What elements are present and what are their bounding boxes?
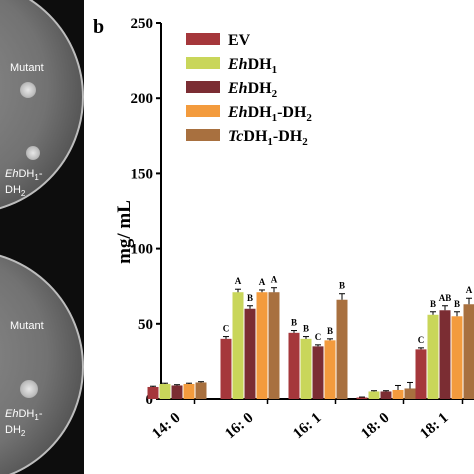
colony-mutant-top bbox=[20, 82, 36, 98]
bar-EhDH2-4 bbox=[439, 310, 451, 399]
bar-EhDH1-4 bbox=[427, 314, 439, 399]
bar-EV-4 bbox=[415, 349, 427, 399]
y-tick-label: 200 bbox=[131, 91, 154, 107]
legend-label-EhDH2: EhDH2 bbox=[227, 80, 278, 100]
label-strain-top: EhDH1- DH2 bbox=[5, 168, 43, 199]
colony-strain-top bbox=[26, 146, 40, 160]
bars: CBCABBABCABABBABA bbox=[147, 275, 474, 399]
panel-letter: b bbox=[93, 16, 104, 38]
bar-EhDH1-DH2-1 bbox=[256, 292, 268, 399]
label-mutant-bottom: Mutant bbox=[10, 320, 44, 332]
significance-label: B bbox=[339, 281, 345, 291]
y-tick-label: 100 bbox=[131, 242, 154, 258]
significance-label: B bbox=[247, 293, 253, 303]
bar-EhDH1-DH2-3 bbox=[392, 389, 404, 399]
x-tick-label: 16: 0 bbox=[222, 410, 256, 442]
x-tick-label: 14: 0 bbox=[149, 410, 183, 442]
bar-TcDH1-DH2-4 bbox=[463, 304, 474, 399]
legend-swatch-TcDH1-DH2 bbox=[186, 129, 220, 141]
legend-swatch-EV bbox=[186, 33, 220, 45]
legend-swatch-EhDH1-DH2 bbox=[186, 105, 220, 117]
bar-TcDH1-DH2-0 bbox=[195, 382, 207, 399]
colony-strain-bottom bbox=[20, 380, 38, 398]
significance-label: A bbox=[271, 275, 278, 285]
legend-swatch-EhDH2 bbox=[186, 81, 220, 93]
significance-label: B bbox=[303, 324, 309, 334]
significance-label: C bbox=[315, 332, 322, 342]
legend-swatch-EhDH1 bbox=[186, 57, 220, 69]
x-tick-label: 18: 0 bbox=[358, 410, 392, 442]
significance-label: B bbox=[430, 299, 436, 309]
significance-label: C bbox=[418, 335, 425, 345]
bar-EV-0 bbox=[147, 386, 159, 399]
bar-EhDH1-DH2-2 bbox=[324, 340, 336, 399]
legend: EV EhDH1 EhDH2 EhDH1-DH2 TcDH1-DH2 bbox=[186, 32, 312, 148]
label-strain-bottom: EhDH1- DH2 bbox=[5, 408, 43, 439]
y-tick-label: 150 bbox=[131, 166, 154, 182]
bar-TcDH1-DH2-1 bbox=[268, 292, 280, 399]
y-axis-label: mg/ mL bbox=[114, 200, 135, 264]
bar-EhDH2-1 bbox=[244, 308, 256, 399]
legend-label-EhDH1-DH2: EhDH1-DH2 bbox=[227, 104, 312, 124]
bar-TcDH1-DH2-2 bbox=[336, 299, 348, 399]
significance-label: B bbox=[291, 318, 297, 328]
y-tick-label: 0 bbox=[146, 392, 154, 408]
bar-EV-3 bbox=[356, 397, 368, 399]
bar-EhDH2-3 bbox=[380, 391, 392, 399]
y-tick-label: 50 bbox=[138, 317, 153, 333]
x-tick-label: 16: 1 bbox=[290, 410, 324, 442]
plate-photo-panel: Mutant EhDH1- DH2 Mutant EhDH1- DH2 bbox=[0, 0, 84, 474]
legend-label-EV: EV bbox=[228, 32, 251, 49]
x-tick-label: 18: 1 bbox=[417, 410, 451, 442]
significance-label: C bbox=[223, 324, 230, 334]
bar-EV-1 bbox=[220, 338, 232, 399]
significance-label: AB bbox=[439, 293, 452, 303]
bar-EhDH1-3 bbox=[368, 391, 380, 399]
bar-TcDH1-DH2-3 bbox=[404, 388, 416, 399]
bar-EhDH2-0 bbox=[171, 385, 183, 399]
bar-EV-2 bbox=[288, 332, 300, 399]
significance-label: B bbox=[327, 326, 333, 336]
legend-label-TcDH1-DH2: TcDH1-DH2 bbox=[228, 128, 308, 148]
significance-label: B bbox=[454, 299, 460, 309]
significance-label: A bbox=[466, 285, 473, 295]
legend-label-EhDH1: EhDH1 bbox=[227, 56, 277, 76]
bar-EhDH1-1 bbox=[232, 292, 244, 399]
significance-label: A bbox=[259, 277, 266, 287]
bar-EhDH1-0 bbox=[159, 383, 171, 399]
bar-EhDH1-DH2-4 bbox=[451, 316, 463, 399]
bar-EhDH2-2 bbox=[312, 346, 324, 399]
significance-label: A bbox=[235, 276, 242, 286]
y-tick-label: 250 bbox=[131, 16, 154, 32]
label-mutant-top: Mutant bbox=[10, 62, 44, 74]
bar-EhDH1-2 bbox=[300, 338, 312, 399]
bar-EhDH1-DH2-0 bbox=[183, 383, 195, 399]
